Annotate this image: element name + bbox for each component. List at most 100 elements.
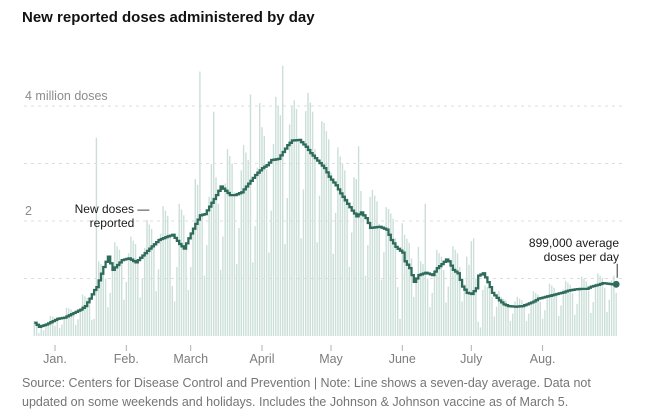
daily-dose-bar bbox=[433, 269, 436, 337]
daily-dose-bar bbox=[509, 321, 512, 336]
daily-dose-bar bbox=[562, 289, 564, 336]
daily-dose-bar bbox=[472, 238, 475, 336]
daily-dose-bar bbox=[337, 147, 339, 336]
daily-dose-bar bbox=[42, 330, 45, 336]
daily-dose-bar bbox=[169, 235, 171, 336]
daily-dose-bar bbox=[249, 94, 252, 336]
daily-dose-bar bbox=[564, 280, 567, 336]
daily-dose-bar bbox=[445, 302, 447, 336]
daily-dose-bar bbox=[334, 212, 337, 336]
daily-dose-bar bbox=[606, 311, 608, 336]
daily-dose-bar bbox=[40, 324, 42, 336]
daily-dose-bar bbox=[608, 299, 610, 336]
daily-dose-bar bbox=[413, 296, 415, 336]
daily-dose-bar bbox=[378, 223, 380, 337]
daily-dose-bar bbox=[505, 300, 507, 336]
y-axis-label: 2 bbox=[25, 204, 32, 218]
daily-dose-bar bbox=[323, 122, 325, 337]
daily-dose-bar bbox=[72, 314, 75, 336]
daily-dose-bar bbox=[254, 226, 256, 336]
daily-dose-bar bbox=[160, 233, 162, 336]
daily-dose-bar bbox=[93, 318, 95, 336]
daily-dose-bar bbox=[426, 278, 429, 336]
daily-dose-bar bbox=[107, 307, 109, 336]
daily-dose-bar bbox=[213, 111, 215, 336]
bars-annotation: New doses — reported bbox=[72, 202, 152, 231]
daily-dose-bar bbox=[390, 213, 392, 336]
daily-dose-bar bbox=[295, 108, 298, 337]
daily-dose-bar bbox=[578, 287, 581, 337]
source-note: Source: Centers for Disease Control and … bbox=[22, 376, 591, 409]
daily-dose-bar bbox=[461, 301, 463, 336]
daily-dose-bar bbox=[346, 198, 348, 336]
daily-dose-bar bbox=[70, 309, 72, 336]
daily-dose-bar bbox=[203, 275, 206, 337]
daily-dose-bar bbox=[489, 288, 491, 336]
daily-dose-bar bbox=[252, 262, 254, 336]
daily-dose-bar bbox=[330, 172, 332, 337]
daily-dose-bar bbox=[183, 215, 185, 336]
daily-dose-bar bbox=[111, 269, 114, 337]
daily-dose-bar bbox=[500, 296, 502, 336]
daily-dose-bar bbox=[47, 322, 49, 336]
month-label: April bbox=[249, 352, 274, 366]
daily-dose-bar bbox=[328, 139, 330, 336]
daily-dose-bar bbox=[137, 259, 139, 336]
daily-dose-bar bbox=[521, 300, 523, 336]
daily-dose-bar bbox=[493, 316, 495, 336]
daily-dose-bar bbox=[157, 269, 160, 336]
daily-dose-bar bbox=[194, 179, 196, 336]
daily-dose-bar bbox=[307, 92, 309, 337]
daily-dose-bar bbox=[245, 152, 247, 336]
daily-dose-bar bbox=[406, 238, 408, 336]
daily-dose-bar bbox=[321, 120, 323, 336]
daily-dose-bar bbox=[567, 282, 569, 336]
daily-dose-bar bbox=[102, 267, 104, 336]
daily-dose-bar bbox=[236, 264, 238, 337]
daily-dose-bar bbox=[196, 184, 199, 336]
daily-dose-bar bbox=[54, 325, 56, 336]
daily-dose-bar bbox=[610, 280, 613, 336]
daily-dose-bar bbox=[261, 127, 263, 336]
seven-day-average-line bbox=[34, 138, 617, 328]
daily-dose-bar bbox=[587, 290, 590, 336]
daily-dose-bar bbox=[215, 177, 217, 336]
daily-dose-bar bbox=[178, 203, 180, 336]
daily-dose-bar bbox=[537, 294, 539, 336]
daily-dose-bar bbox=[484, 285, 486, 336]
daily-dose-bar bbox=[369, 196, 371, 336]
daily-dose-bar bbox=[518, 298, 521, 337]
month-label: Aug. bbox=[530, 352, 556, 366]
daily-dose-bar bbox=[479, 327, 482, 337]
daily-dose-bar bbox=[242, 145, 245, 336]
daily-dose-bar bbox=[410, 258, 413, 337]
daily-dose-bar bbox=[555, 295, 558, 336]
daily-dose-bar bbox=[171, 285, 173, 336]
daily-dose-bar bbox=[56, 320, 58, 336]
daily-dose-bar bbox=[399, 318, 401, 336]
month-label: May bbox=[319, 352, 343, 366]
daily-dose-bar bbox=[95, 137, 98, 337]
daily-dose-bar bbox=[114, 242, 116, 336]
daily-dose-bar bbox=[125, 281, 127, 336]
daily-dose-bar bbox=[364, 275, 367, 337]
daily-dose-bar bbox=[91, 319, 93, 336]
daily-dose-bar bbox=[302, 189, 305, 337]
daily-dose-bar bbox=[512, 313, 514, 336]
daily-dose-bar bbox=[470, 241, 472, 337]
daily-dose-bar bbox=[348, 267, 351, 336]
daily-dose-bar bbox=[208, 196, 210, 336]
daily-dose-bar bbox=[79, 310, 81, 336]
daily-dose-bar bbox=[229, 156, 231, 336]
daily-dose-bar bbox=[403, 234, 406, 336]
daily-dose-bar bbox=[210, 164, 213, 336]
daily-dose-bar bbox=[311, 111, 314, 336]
daily-dose-bar bbox=[272, 143, 275, 336]
daily-dose-bar bbox=[546, 296, 548, 336]
daily-dose-bar bbox=[58, 327, 61, 336]
daily-dose-bar bbox=[305, 111, 307, 336]
daily-dose-bar bbox=[560, 305, 562, 336]
daily-dose-bar bbox=[84, 296, 86, 336]
daily-dose-bar bbox=[75, 325, 77, 336]
daily-dose-bar bbox=[351, 232, 353, 336]
